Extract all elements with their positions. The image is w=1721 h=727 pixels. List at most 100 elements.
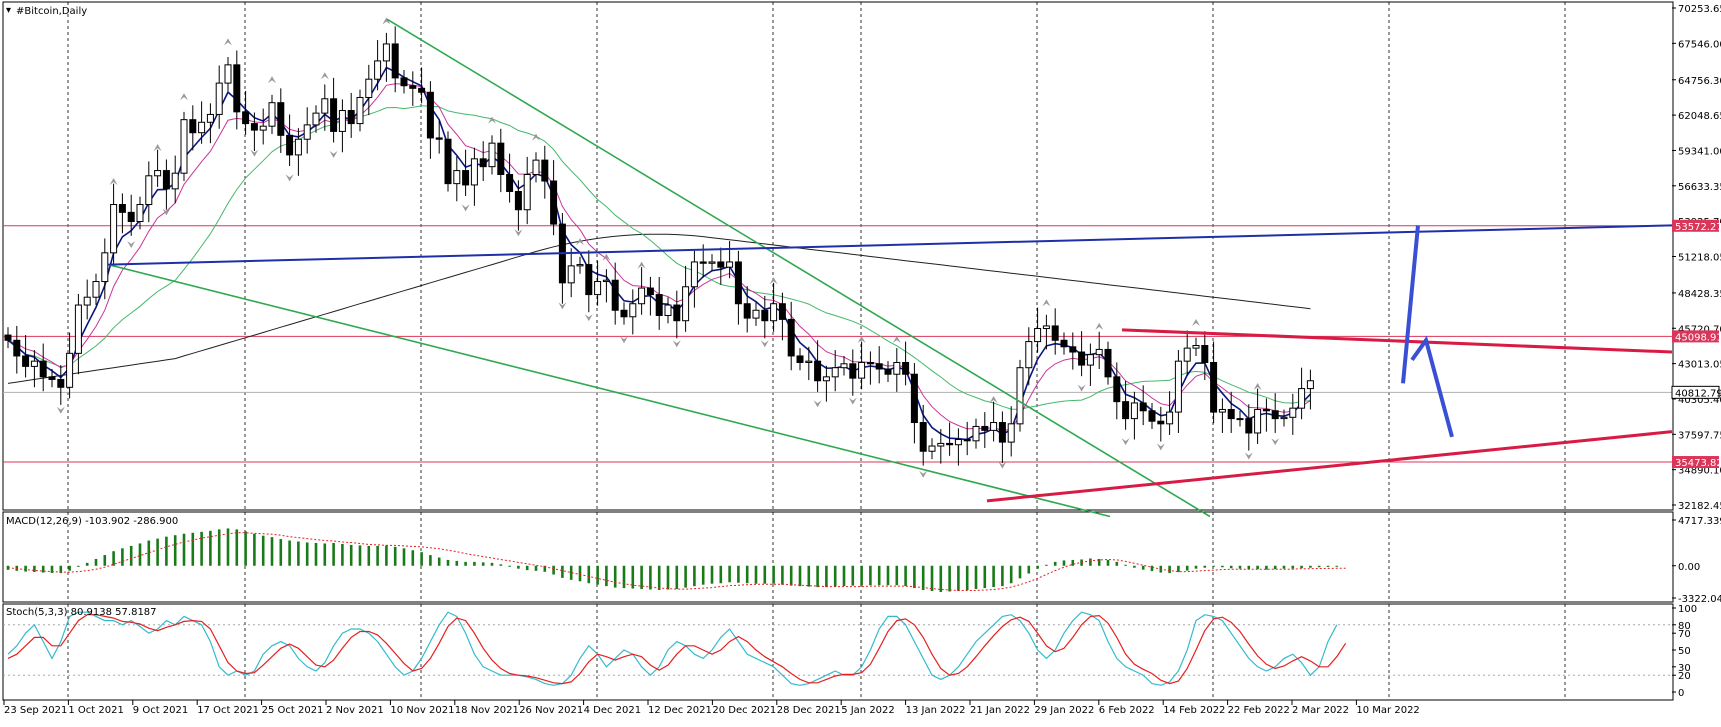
candle-body[interactable] (761, 309, 769, 322)
candle-body[interactable] (717, 261, 725, 268)
candle-body[interactable] (268, 102, 276, 127)
candle-body[interactable] (1166, 411, 1174, 425)
candle-body[interactable] (189, 119, 197, 134)
red-triangle-upper[interactable] (1121, 328, 1673, 354)
candle-body[interactable] (409, 85, 417, 89)
candle-body[interactable] (1086, 354, 1094, 366)
candle-body[interactable] (1210, 361, 1218, 413)
candle-body[interactable] (699, 261, 707, 264)
candle-body[interactable] (910, 373, 918, 424)
candle-body[interactable] (39, 360, 47, 378)
candle-body[interactable] (215, 82, 223, 115)
candle-body[interactable] (1139, 402, 1147, 412)
candle-body[interactable] (136, 204, 144, 222)
candle-body[interactable] (162, 170, 170, 190)
candle-body[interactable] (470, 158, 478, 186)
candle-body[interactable] (1122, 401, 1130, 420)
candle-body[interactable] (462, 170, 470, 186)
candle-body[interactable] (726, 261, 734, 268)
price-tag[interactable] (1672, 330, 1719, 343)
candle-body[interactable] (365, 78, 373, 98)
candle-body[interactable] (1192, 345, 1200, 349)
candle-body[interactable] (4, 334, 12, 341)
candle-body[interactable] (1271, 410, 1279, 420)
candle-body[interactable] (145, 175, 153, 206)
candle-body[interactable] (611, 279, 619, 311)
candle-body[interactable] (1069, 346, 1077, 353)
candle-body[interactable] (585, 264, 593, 296)
candle-body[interactable] (30, 360, 38, 367)
price-tag[interactable] (1672, 456, 1719, 469)
candle-body[interactable] (928, 445, 936, 452)
candle-body[interactable] (259, 125, 267, 131)
candle-body[interactable] (893, 361, 901, 375)
candle-body[interactable] (444, 138, 452, 185)
collapse-triangle-icon[interactable]: ▾ (6, 5, 11, 16)
candle-body[interactable] (875, 363, 883, 370)
candle-body[interactable] (1130, 402, 1138, 420)
candle-body[interactable] (1042, 325, 1050, 330)
candle-body[interactable] (972, 425, 980, 442)
candle-body[interactable] (277, 102, 285, 136)
candle-body[interactable] (822, 376, 830, 382)
candle-body[interactable] (541, 159, 549, 182)
candle-body[interactable] (902, 361, 910, 375)
candle-body[interactable] (1227, 408, 1235, 420)
candle-body[interactable] (690, 261, 698, 288)
candle-body[interactable] (1174, 360, 1182, 413)
candle-body[interactable] (594, 281, 602, 296)
candle-body[interactable] (321, 98, 329, 114)
candle-body[interactable] (1183, 347, 1191, 362)
candle-body[interactable] (1245, 418, 1253, 434)
candle-body[interactable] (1051, 325, 1059, 341)
candle-body[interactable] (796, 355, 804, 363)
candle-body[interactable] (523, 173, 531, 211)
candle-body[interactable] (946, 442, 954, 446)
candle-body[interactable] (550, 180, 558, 225)
candle-body[interactable] (849, 363, 857, 379)
candle-body[interactable] (884, 368, 892, 375)
candle-body[interactable] (74, 304, 82, 354)
macd-pane[interactable] (2, 511, 1674, 603)
candle-body[interactable] (532, 159, 540, 175)
candle-body[interactable] (1025, 341, 1033, 369)
candle-body[interactable] (391, 43, 399, 79)
candle-body[interactable] (602, 279, 610, 283)
candle-body[interactable] (787, 318, 795, 357)
candle-body[interactable] (840, 363, 848, 369)
candle-body[interactable] (998, 422, 1006, 443)
candle-body[interactable] (294, 138, 302, 156)
candle-body[interactable] (57, 378, 65, 388)
candle-body[interactable] (1236, 418, 1244, 421)
candle-body[interactable] (514, 190, 522, 211)
price-tag[interactable] (1672, 219, 1719, 232)
candle-body[interactable] (620, 309, 628, 318)
candle-body[interactable] (1262, 408, 1270, 412)
candle-body[interactable] (981, 425, 989, 431)
forecast-down-path[interactable] (1410, 335, 1454, 438)
candle-body[interactable] (743, 303, 751, 319)
candle-body[interactable] (479, 158, 487, 168)
candle-body[interactable] (831, 367, 839, 378)
candle-body[interactable] (83, 296, 91, 306)
candle-body[interactable] (778, 303, 786, 320)
candle-body[interactable] (66, 352, 74, 388)
candle-body[interactable] (382, 43, 390, 62)
candle-body[interactable] (374, 60, 382, 80)
candle-body[interactable] (1289, 407, 1297, 418)
candle-body[interactable] (312, 112, 320, 126)
candle-body[interactable] (418, 87, 426, 93)
candle-body[interactable] (673, 304, 681, 322)
candle-body[interactable] (488, 142, 496, 168)
candle-body[interactable] (92, 281, 100, 298)
green-channel-lower[interactable] (107, 263, 1111, 518)
candle-body[interactable] (682, 286, 690, 322)
candle-body[interactable] (1306, 380, 1314, 390)
candle-body[interactable] (198, 121, 206, 134)
candle-body[interactable] (426, 91, 434, 139)
candle-body[interactable] (1157, 420, 1165, 425)
candle-body[interactable] (752, 309, 760, 319)
candle-body[interactable] (497, 142, 505, 175)
candle-body[interactable] (1218, 408, 1226, 413)
candle-body[interactable] (919, 422, 927, 452)
